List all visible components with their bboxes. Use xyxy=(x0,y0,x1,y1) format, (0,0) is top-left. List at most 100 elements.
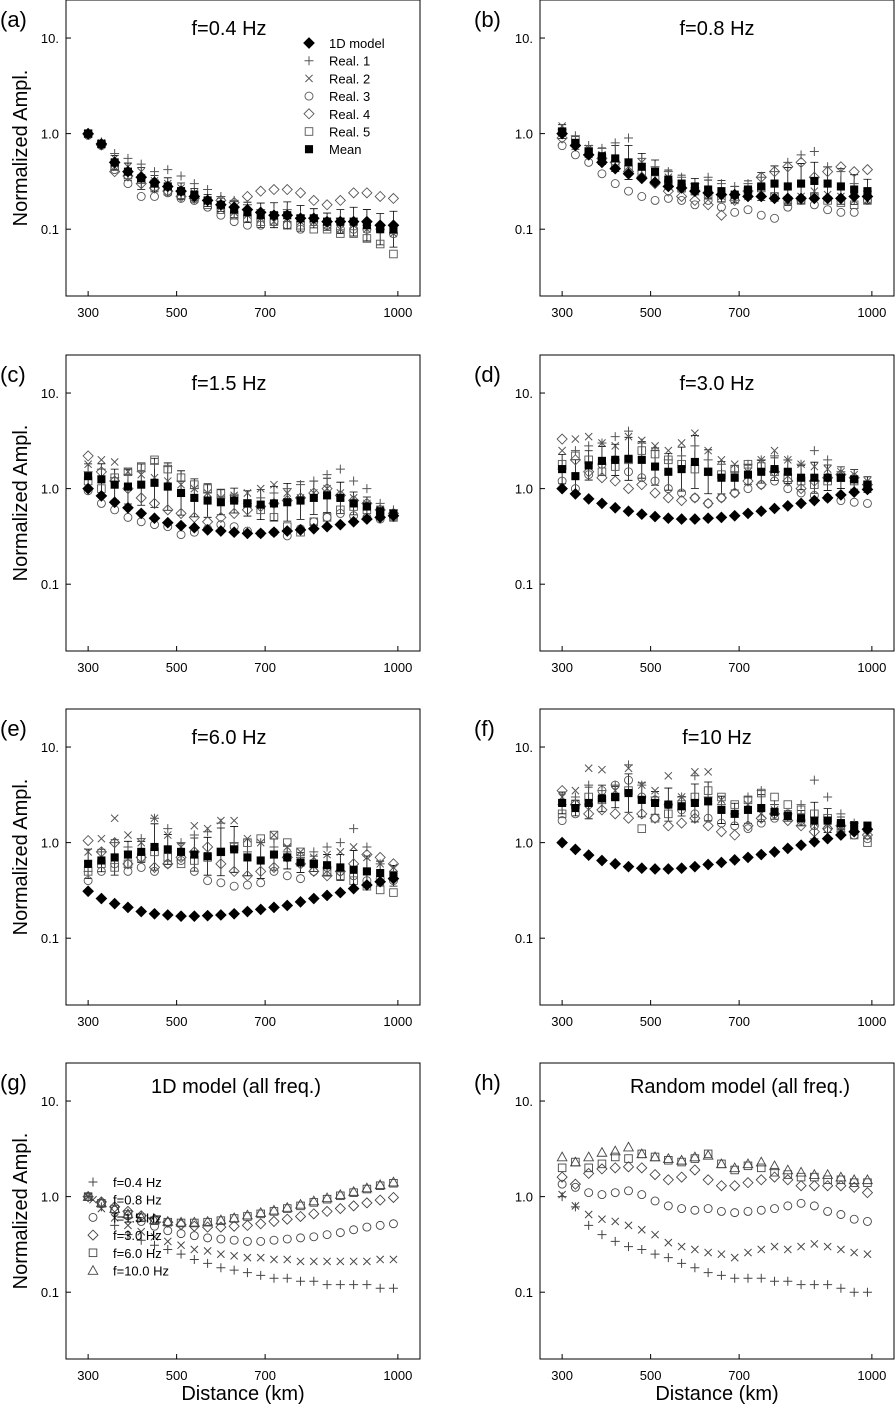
data-point xyxy=(243,853,252,862)
data-point xyxy=(636,808,648,820)
data-point xyxy=(795,839,807,852)
data-point xyxy=(675,513,688,525)
data-point xyxy=(861,163,874,176)
data-point xyxy=(624,454,633,463)
data-point xyxy=(556,482,568,495)
data-point xyxy=(743,824,753,834)
data-point xyxy=(664,800,673,809)
data-point xyxy=(349,865,358,874)
data-point xyxy=(336,217,345,226)
data-point xyxy=(361,513,373,525)
data-point xyxy=(584,432,593,441)
data-point xyxy=(190,1218,199,1228)
data-point xyxy=(557,1192,567,1202)
data-point xyxy=(611,1217,620,1226)
data-point xyxy=(743,795,753,805)
data-point xyxy=(808,192,821,205)
data-point xyxy=(848,190,861,203)
data-point xyxy=(690,1245,699,1254)
data-point xyxy=(136,159,146,169)
data-point xyxy=(336,229,345,238)
data-point xyxy=(270,831,278,839)
data-point xyxy=(136,1213,146,1223)
panel-title: f=0.4 Hz xyxy=(191,18,266,40)
data-point xyxy=(821,1180,834,1192)
data-point xyxy=(123,167,132,176)
data-point xyxy=(637,162,646,171)
data-point xyxy=(150,1240,159,1250)
series-f-0-8-hz xyxy=(84,1192,398,1266)
data-point xyxy=(797,473,806,482)
data-point xyxy=(717,792,726,802)
data-point xyxy=(783,484,793,494)
data-point xyxy=(148,512,161,525)
x-tick-label: 700 xyxy=(728,660,750,675)
data-point xyxy=(730,1273,740,1283)
data-point xyxy=(322,1280,332,1290)
data-point xyxy=(109,166,121,178)
data-point xyxy=(375,1181,385,1190)
series-f-3-0-hz xyxy=(556,1161,874,1199)
data-point xyxy=(677,195,687,205)
data-point xyxy=(650,449,660,459)
data-point xyxy=(349,476,359,486)
series-mean xyxy=(558,789,872,830)
data-point xyxy=(663,193,673,203)
data-point xyxy=(744,1248,752,1257)
data-point xyxy=(624,186,633,196)
data-point xyxy=(795,820,807,832)
panel-g: 0.1 1.0 10. 300 500 700 1000 (g) 1D model (all f… xyxy=(0,1062,421,1383)
data-point xyxy=(756,480,766,490)
data-point xyxy=(216,1216,226,1225)
data-point xyxy=(571,138,580,147)
x-tick-label: 700 xyxy=(728,1014,750,1029)
data-point xyxy=(584,1188,594,1198)
data-point xyxy=(835,192,847,205)
data-point xyxy=(201,909,214,922)
legend-marker xyxy=(87,1264,99,1275)
data-point xyxy=(255,1206,267,1217)
data-point xyxy=(228,1212,240,1223)
data-point xyxy=(161,909,174,921)
data-point xyxy=(756,172,766,182)
x-tick-label: 1000 xyxy=(383,660,412,675)
legend-label: Real. 3 xyxy=(329,89,370,104)
data-point xyxy=(375,1220,385,1230)
data-point xyxy=(782,161,794,173)
data-point xyxy=(96,464,106,474)
series-real-4 xyxy=(556,784,874,841)
data-point xyxy=(755,1156,767,1167)
data-point xyxy=(376,1255,385,1264)
data-point xyxy=(797,1242,806,1251)
data-point xyxy=(336,863,345,872)
data-point xyxy=(283,1255,292,1264)
data-point xyxy=(202,1215,214,1226)
data-point xyxy=(349,229,358,238)
data-point xyxy=(308,1195,320,1206)
y-tick-label: 0.1 xyxy=(515,931,533,946)
data-point xyxy=(755,1174,767,1186)
panel-letter: (c) xyxy=(0,362,26,387)
data-point xyxy=(269,1235,279,1245)
data-point xyxy=(97,856,106,865)
data-point xyxy=(757,1245,766,1254)
data-point xyxy=(702,820,714,832)
data-point xyxy=(610,138,620,148)
x-axis-label: Distance (km) xyxy=(181,1383,304,1405)
data-point xyxy=(702,858,714,871)
data-point xyxy=(635,508,648,521)
data-point xyxy=(269,830,279,840)
data-point xyxy=(163,462,173,472)
data-point xyxy=(321,870,333,882)
panel-c: 0.1 1.0 10. 300 500 700 1000 (c) f=1.5 Hz xyxy=(0,354,421,675)
data-point xyxy=(649,510,661,523)
data-point xyxy=(148,497,161,510)
x-tick-label: 1000 xyxy=(857,1014,886,1029)
data-point xyxy=(269,1273,279,1283)
data-point xyxy=(677,802,686,811)
data-point xyxy=(662,1152,674,1163)
data-point xyxy=(770,446,779,455)
data-point xyxy=(677,1204,687,1214)
data-point xyxy=(216,210,226,220)
data-point xyxy=(730,809,739,818)
